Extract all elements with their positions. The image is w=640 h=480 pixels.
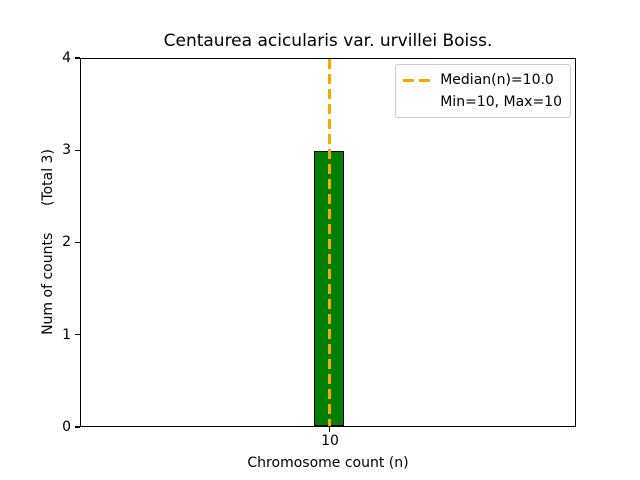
plot-area: Median(n)=10.0 Min=10, Max=10 (80, 58, 576, 427)
legend-empty-sample (403, 101, 430, 104)
y-tick-label-1: 1 (62, 327, 71, 343)
y-tick-mark (75, 57, 80, 59)
y-tick-label-2: 2 (62, 234, 71, 250)
y-tick-mark (75, 149, 80, 151)
y-tick-mark (75, 426, 80, 428)
legend-dash-sample (403, 78, 431, 82)
x-tick-mark (329, 427, 331, 432)
legend: Median(n)=10.0 Min=10, Max=10 (395, 64, 571, 118)
x-tick-label: 10 (321, 433, 339, 449)
chart-title: Centaurea acicularis var. urvillei Boiss… (163, 31, 493, 51)
median-line (327, 59, 331, 426)
y-tick-label-3: 3 (62, 142, 71, 158)
legend-label-minmax: Min=10, Max=10 (440, 94, 562, 110)
legend-entry-minmax: Min=10, Max=10 (403, 91, 562, 113)
legend-entry-median: Median(n)=10.0 (403, 69, 562, 91)
y-tick-label-4: 4 (62, 50, 71, 66)
x-axis-label: Chromosome count (n) (247, 455, 409, 471)
y-tick-label-0: 0 (62, 419, 71, 435)
y-tick-mark (75, 241, 80, 244)
y-tick-mark (75, 334, 80, 336)
legend-label-median: Median(n)=10.0 (440, 72, 554, 88)
